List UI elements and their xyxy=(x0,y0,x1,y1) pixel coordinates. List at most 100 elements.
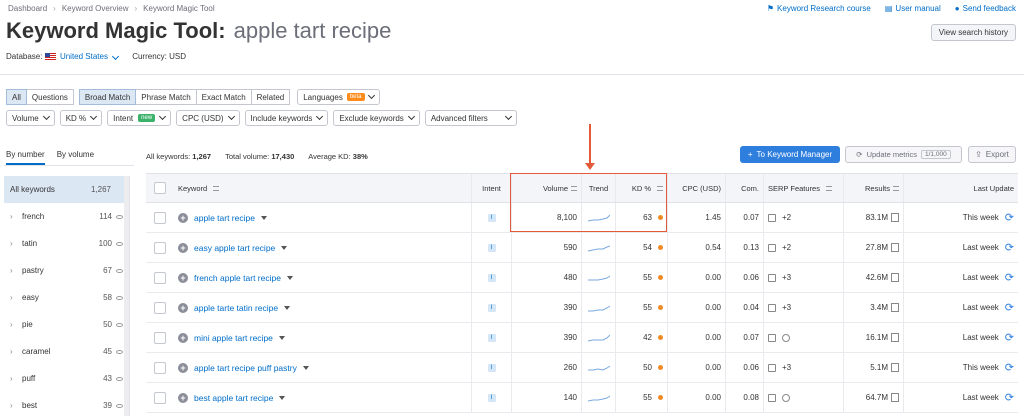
advanced-filters[interactable]: Advanced filters xyxy=(424,110,517,126)
add-keyword-icon[interactable]: + xyxy=(178,302,188,313)
eye-icon[interactable] xyxy=(116,403,123,408)
refresh-icon[interactable]: ⟳ xyxy=(1004,272,1014,284)
chevron-right-icon[interactable]: › xyxy=(10,320,13,329)
row-checkbox[interactable] xyxy=(154,331,166,344)
serp-document-icon[interactable] xyxy=(891,303,899,312)
caret-down-icon[interactable] xyxy=(279,395,286,400)
row-checkbox[interactable] xyxy=(154,211,166,224)
chevron-right-icon[interactable]: › xyxy=(10,401,13,410)
tab-all[interactable]: All xyxy=(6,89,27,105)
header-keyword[interactable]: Keyword xyxy=(174,174,472,202)
refresh-icon[interactable]: ⟳ xyxy=(1004,242,1014,254)
header-cpc[interactable]: CPC (USD) xyxy=(668,174,726,202)
add-keyword-icon[interactable]: + xyxy=(178,242,188,253)
keyword-link[interactable]: french apple tart recipe xyxy=(194,272,281,283)
caret-down-icon[interactable] xyxy=(281,245,288,250)
keyword-link[interactable]: easy apple tart recipe xyxy=(194,242,276,253)
tab-related[interactable]: Related xyxy=(251,89,291,105)
header-last-update[interactable]: Last Update xyxy=(904,174,1018,202)
eye-icon[interactable] xyxy=(116,376,123,381)
caret-down-icon[interactable] xyxy=(286,275,293,280)
header-kd[interactable]: KD % xyxy=(616,174,668,202)
row-checkbox[interactable] xyxy=(154,301,166,314)
chevron-right-icon[interactable]: › xyxy=(10,347,13,356)
caret-down-icon[interactable] xyxy=(260,215,267,220)
eye-icon[interactable] xyxy=(116,349,123,354)
chevron-right-icon[interactable]: › xyxy=(10,293,13,302)
update-metrics-button[interactable]: ⟳ Update metrics 1/1,000 xyxy=(845,146,962,163)
group-caramel[interactable]: › caramel 45 xyxy=(4,338,129,365)
serp-document-icon[interactable] xyxy=(891,243,899,252)
send-feedback-link[interactable]: ● Send feedback xyxy=(955,4,1016,13)
database-selector[interactable]: Database: United States xyxy=(6,52,120,61)
keyword-link[interactable]: mini apple tart recipe xyxy=(194,332,273,343)
group-french[interactable]: › french 114 xyxy=(4,203,129,230)
tab-exact-match[interactable]: Exact Match xyxy=(196,89,252,105)
refresh-icon[interactable]: ⟳ xyxy=(1004,362,1014,374)
refresh-icon[interactable]: ⟳ xyxy=(1004,332,1014,344)
breadcrumb-keyword-overview[interactable]: Keyword Overview xyxy=(61,4,129,13)
row-checkbox[interactable] xyxy=(154,361,166,374)
keyword-link[interactable]: apple tarte tatin recipe xyxy=(194,302,279,313)
tab-by-volume[interactable]: By volume xyxy=(56,150,95,159)
tab-by-number[interactable]: By number xyxy=(6,150,45,165)
serp-document-icon[interactable] xyxy=(891,213,899,222)
header-volume[interactable]: Volume xyxy=(512,174,582,202)
user-manual-link[interactable]: ▤ User manual xyxy=(885,4,941,13)
group-pie[interactable]: › pie 50 xyxy=(4,311,129,338)
serp-document-icon[interactable] xyxy=(891,273,899,282)
add-keyword-icon[interactable]: + xyxy=(178,212,188,223)
group-best[interactable]: › best 39 xyxy=(4,392,129,416)
keyword-link[interactable]: apple tart recipe xyxy=(194,212,255,223)
languages-dropdown[interactable]: Languages beta xyxy=(297,89,380,105)
group-tatin[interactable]: › tatin 100 xyxy=(4,230,129,257)
groups-scrollbar[interactable] xyxy=(124,176,129,416)
serp-document-icon[interactable] xyxy=(891,393,899,402)
caret-down-icon[interactable] xyxy=(284,305,291,310)
include-keywords-filter[interactable]: Include keywords xyxy=(244,110,329,126)
refresh-icon[interactable]: ⟳ xyxy=(1004,212,1014,224)
serp-document-icon[interactable] xyxy=(891,333,899,342)
header-results[interactable]: Results xyxy=(844,174,904,202)
eye-icon[interactable] xyxy=(116,322,123,327)
eye-icon[interactable] xyxy=(116,295,123,300)
header-serp[interactable]: SERP Features xyxy=(764,174,844,202)
add-keyword-icon[interactable]: + xyxy=(178,272,188,283)
group-all-keywords[interactable]: All keywords 1,267 xyxy=(4,176,129,203)
keyword-research-course-link[interactable]: ⚑ Keyword Research course xyxy=(767,4,871,13)
eye-icon[interactable] xyxy=(116,241,123,246)
row-checkbox[interactable] xyxy=(154,241,166,254)
chevron-right-icon[interactable]: › xyxy=(10,374,13,383)
chevron-right-icon[interactable]: › xyxy=(10,239,13,248)
refresh-icon[interactable]: ⟳ xyxy=(1004,302,1014,314)
header-com[interactable]: Com. xyxy=(726,174,764,202)
add-keyword-icon[interactable]: + xyxy=(178,332,188,343)
keyword-link[interactable]: best apple tart recipe xyxy=(194,392,274,403)
serp-document-icon[interactable] xyxy=(891,363,899,372)
caret-down-icon[interactable] xyxy=(302,365,309,370)
eye-icon[interactable] xyxy=(116,268,123,273)
volume-filter[interactable]: Volume xyxy=(6,110,55,126)
breadcrumb-dashboard[interactable]: Dashboard xyxy=(8,4,48,13)
caret-down-icon[interactable] xyxy=(278,335,285,340)
chevron-right-icon[interactable]: › xyxy=(10,266,13,275)
chevron-right-icon[interactable]: › xyxy=(10,212,13,221)
group-easy[interactable]: › easy 58 xyxy=(4,284,129,311)
kd-filter[interactable]: KD % xyxy=(59,110,103,126)
export-button[interactable]: ⇪ Export xyxy=(968,146,1016,163)
group-pastry[interactable]: › pastry 67 xyxy=(4,257,129,284)
tab-broad-match[interactable]: Broad Match xyxy=(78,89,137,105)
intent-filter[interactable]: Intent new xyxy=(107,110,172,126)
tab-phrase-match[interactable]: Phrase Match xyxy=(136,89,197,105)
exclude-keywords-filter[interactable]: Exclude keywords xyxy=(333,110,420,126)
tab-questions[interactable]: Questions xyxy=(26,89,74,105)
keyword-link[interactable]: apple tart recipe puff pastry xyxy=(194,362,297,373)
row-checkbox[interactable] xyxy=(154,391,166,404)
cpc-filter[interactable]: CPC (USD) xyxy=(176,110,240,126)
row-checkbox[interactable] xyxy=(154,271,166,284)
group-puff[interactable]: › puff 43 xyxy=(4,365,129,392)
refresh-icon[interactable]: ⟳ xyxy=(1004,392,1014,404)
select-all-checkbox[interactable] xyxy=(154,182,166,194)
add-keyword-icon[interactable]: + xyxy=(178,362,188,373)
eye-icon[interactable] xyxy=(116,214,123,219)
